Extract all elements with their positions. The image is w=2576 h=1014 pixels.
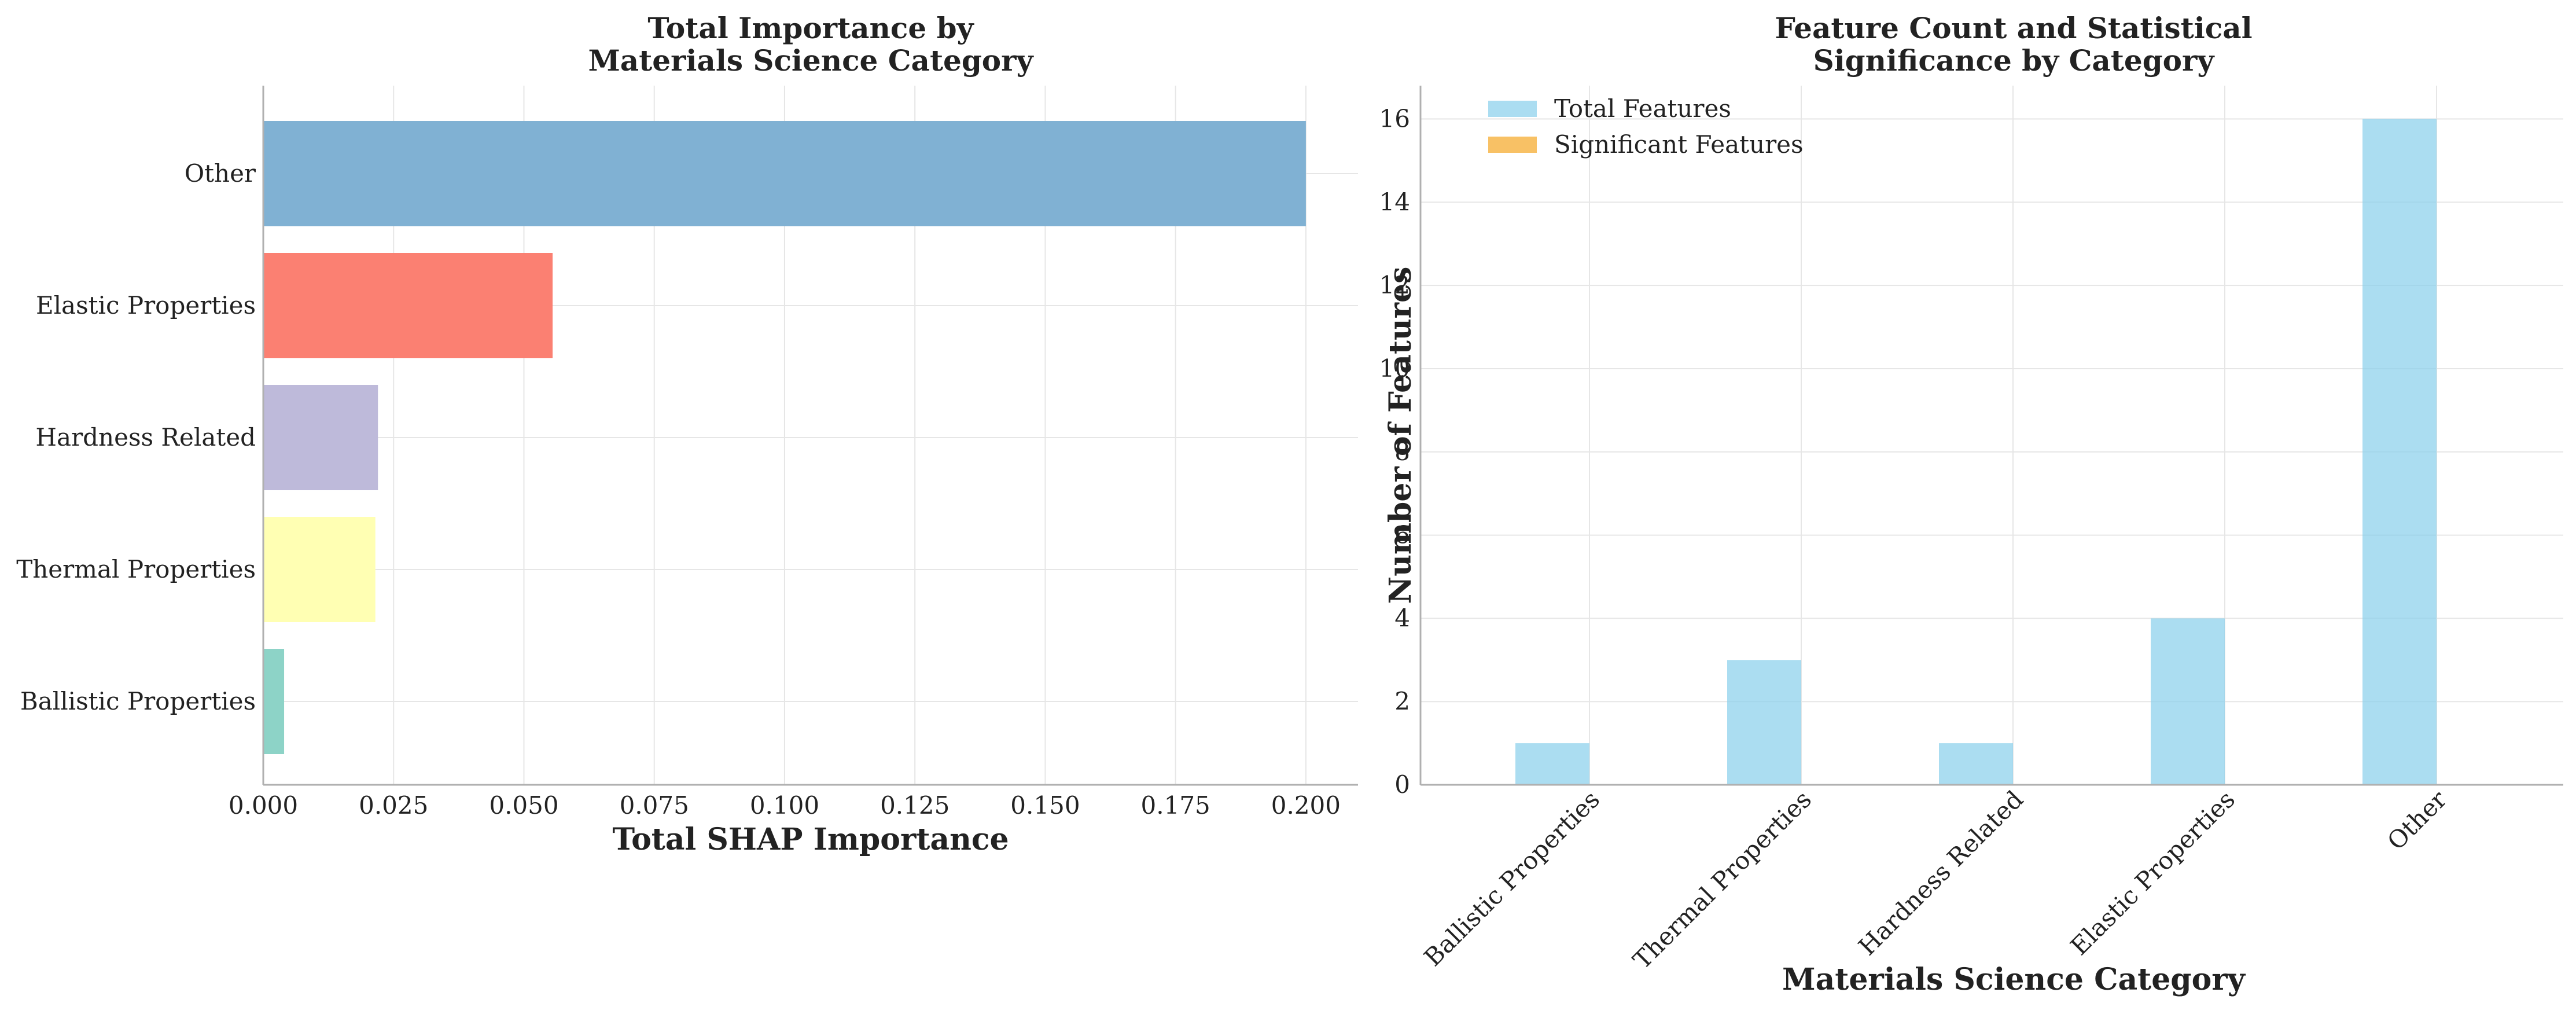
feature-count-bar-chart: 0 2 4 6 8 10 12 14 16 Ballistic Properties Thermal… <box>1379 11 2563 997</box>
bar <box>263 253 553 358</box>
x-tick-label: 0.125 <box>880 791 950 820</box>
legend-label: Significant Features <box>1554 130 1804 159</box>
y-tick-label: 8 <box>1394 438 1410 466</box>
x-tick-label: 0.175 <box>1141 791 1210 820</box>
bar <box>263 385 378 490</box>
y-tick-label: 16 <box>1379 105 1410 133</box>
x-tick-label: 0.050 <box>489 791 558 820</box>
y-tick-label: Elastic Properties <box>36 291 256 319</box>
y-tick-label: 12 <box>1379 271 1410 299</box>
y-tick-label: 6 <box>1394 521 1410 549</box>
bar <box>263 121 1306 226</box>
x-tick-label: Ballistic Properties <box>1419 785 1606 972</box>
y-tick-label: Thermal Properties <box>16 555 256 583</box>
y-tick-label: 10 <box>1379 354 1410 383</box>
x-tick-label: 0.200 <box>1271 791 1341 820</box>
right-y-axis-label: Number of Features <box>1383 267 1418 604</box>
legend: Total Features Significant Features <box>1488 94 1804 159</box>
x-tick-label: Other <box>2382 785 2452 855</box>
left-x-axis-label: Total SHAP Importance <box>612 822 1009 857</box>
y-tick-label: 2 <box>1394 687 1410 715</box>
bar <box>263 517 376 622</box>
y-tick-label: 14 <box>1379 188 1410 216</box>
title-line: Feature Count and Statistical <box>1775 11 2252 45</box>
importance-bar-chart: 0.000 0.025 0.050 0.075 0.100 0.125 0.150 0.175… <box>16 11 1358 857</box>
title-line: Significance by Category <box>1813 43 2216 78</box>
x-tick-label: Thermal Properties <box>1628 785 1817 974</box>
y-tick-label: Ballistic Properties <box>20 687 256 715</box>
bar-total-features <box>1939 743 2013 785</box>
x-tick-label: Hardness Related <box>1853 785 2029 961</box>
bar-total-features <box>2151 618 2225 785</box>
bar-total-features <box>2362 119 2437 785</box>
bar-total-features <box>1515 743 1589 785</box>
title-line: Total Importance by <box>647 11 974 45</box>
title-line: Materials Science Category <box>588 43 1034 78</box>
y-tick-label: 4 <box>1394 604 1410 632</box>
legend-label: Total Features <box>1554 94 1731 123</box>
left-tick-labels: 0.000 0.025 0.050 0.075 0.100 0.125 0.150 0.175… <box>16 159 1341 820</box>
right-chart-title: Feature Count and Statistical Significanc… <box>1775 11 2252 78</box>
right-x-axis-label: Materials Science Category <box>1782 962 2246 997</box>
bar <box>263 649 285 754</box>
y-tick-label: Hardness Related <box>35 423 256 451</box>
x-tick-label: 0.000 <box>229 791 298 820</box>
bar-total-features <box>1727 660 1801 785</box>
right-bars <box>1515 119 2437 785</box>
x-tick-label: 0.150 <box>1010 791 1080 820</box>
y-tick-label: Other <box>185 159 256 188</box>
y-tick-label: 0 <box>1394 770 1410 799</box>
legend-swatch <box>1488 137 1537 153</box>
right-tick-labels: 0 2 4 6 8 10 12 14 16 Ballistic Properties Thermal… <box>1379 105 2453 975</box>
x-tick-label: Elastic Properties <box>2065 785 2240 960</box>
left-chart-title: Total Importance by Materials Science Cat… <box>588 11 1034 78</box>
legend-swatch <box>1488 101 1537 117</box>
left-bars <box>263 121 1306 754</box>
x-tick-label: 0.100 <box>750 791 819 820</box>
x-tick-label: 0.025 <box>359 791 428 820</box>
x-tick-label: 0.075 <box>620 791 689 820</box>
